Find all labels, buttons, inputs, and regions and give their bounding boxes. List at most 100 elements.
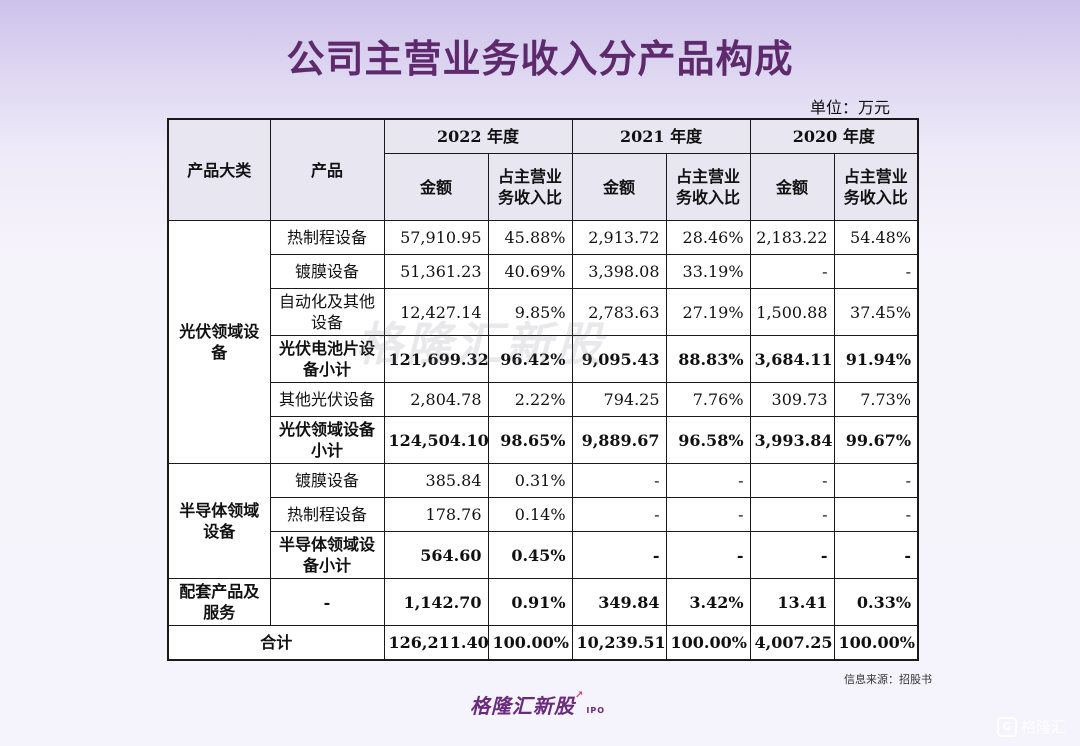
ratio-cell: - [833,531,919,579]
product-cell: 其他光伏设备 [269,382,385,417]
ratio-cell: 96.58% [665,416,751,464]
product-cell: 热制程设备 [269,220,385,255]
product-cell: 自动化及其他设备 [269,288,385,336]
ratio-cell: - [833,497,919,532]
total-ratio-cell: 100.00% [487,625,573,661]
brand-name: 格隆汇新股 [470,694,575,718]
table-row: 半导体领域设备小计 564.60 0.45% - - - - [168,531,919,579]
total-label: 合计 [167,625,385,661]
total-ratio-cell: 100.00% [665,625,751,661]
amount-cell: 3,993.84 [749,416,835,464]
header-product: 产品 [269,118,385,221]
product-cell: 光伏电池片设备小计 [269,335,385,383]
ratio-cell: - [833,463,919,498]
brand-logo: 格隆汇新股↗IPO [470,690,605,719]
ratio-cell: - [665,497,751,532]
amount-cell: 3,398.08 [571,254,667,289]
amount-cell: - [571,531,667,579]
total-row: 合计 126,211.40 100.00% 10,239.51 100.00% 4,007… [167,625,919,661]
corner-watermark: G 格隆汇 [996,716,1066,737]
ratio-cell: 0.33% [833,578,919,626]
header-amount: 金额 [571,153,667,221]
table-row: 光伏电池片设备小计 121,699.32 96.42% 9,095.43 88.83% 3… [168,335,919,383]
revenue-table-wrapper: 产品大类 产品 2022 年度 2021 年度 2020 年度 金额 占主营业务… [167,118,920,661]
amount-cell: 309.73 [749,382,835,417]
table-row: 热制程设备 178.76 0.14% - - - - [168,497,919,532]
ratio-cell: 45.88% [487,220,573,255]
amount-cell: - [749,497,835,532]
amount-cell: 2,183.22 [749,220,835,255]
ratio-cell: 54.48% [833,220,919,255]
product-cell: 半导体领域设备小计 [269,531,385,579]
header-year-2022: 2022 年度 [383,118,573,154]
category-cell: 光伏领域设备 [167,220,271,464]
header-amount: 金额 [749,153,835,221]
ratio-cell: 3.42% [665,578,751,626]
product-cell: 光伏领域设备小计 [269,416,385,464]
amount-cell: - [571,463,667,498]
ratio-cell: 2.22% [487,382,573,417]
amount-cell: 12,427.14 [383,288,489,336]
ratio-cell: 0.31% [487,463,573,498]
ratio-cell: 7.76% [665,382,751,417]
total-amount-cell: 126,211.40 [383,625,489,661]
ratio-cell: 37.45% [833,288,919,336]
product-cell: 镀膜设备 [269,254,385,289]
category-cell: 配套产品及服务 [167,578,271,626]
header-year-2020: 2020 年度 [749,118,919,154]
amount-cell: - [571,497,667,532]
revenue-table: 产品大类 产品 2022 年度 2021 年度 2020 年度 金额 占主营业务… [167,118,920,661]
amount-cell: 2,913.72 [571,220,667,255]
ratio-cell: 99.67% [833,416,919,464]
logo-icon: G [996,716,1017,737]
header-amount: 金额 [383,153,489,221]
table-row: 其他光伏设备 2,804.78 2.22% 794.25 7.76% 309.73 7.73… [168,382,919,417]
amount-cell: 349.84 [571,578,667,626]
ratio-cell: 88.83% [665,335,751,383]
ratio-cell: - [665,463,751,498]
ratio-cell: 9.85% [487,288,573,336]
amount-cell: 51,361.23 [383,254,489,289]
amount-cell: 13.41 [749,578,835,626]
amount-cell: 385.84 [383,463,489,498]
amount-cell: 9,095.43 [571,335,667,383]
source-note: 信息来源：招股书 [844,673,932,686]
brand-suffix: IPO [586,706,606,715]
amount-cell: 124,504.10 [383,416,489,464]
product-cell: 镀膜设备 [269,463,385,498]
table-row: 镀膜设备 51,361.23 40.69% 3,398.08 33.19% - - [168,254,919,289]
table-row: 自动化及其他设备 12,427.14 9.85% 2,783.63 27.19% 1,50… [168,288,919,336]
amount-cell: 57,910.95 [383,220,489,255]
ratio-cell: - [833,254,919,289]
corner-watermark-text: 格隆汇 [1020,718,1066,736]
amount-cell: 9,889.67 [571,416,667,464]
ratio-cell: 27.19% [665,288,751,336]
product-cell: 热制程设备 [269,497,385,532]
unit-label: 单位：万元 [809,98,890,117]
table-row: 光伏领域设备小计 124,504.10 98.65% 9,889.67 96.58% 3,… [168,416,919,464]
page-title: 公司主营业务收入分产品构成 [286,37,794,81]
amount-cell: 794.25 [571,382,667,417]
header-ratio: 占主营业务收入比 [833,153,919,221]
amount-cell: 1,142.70 [383,578,489,626]
product-cell: - [269,578,385,626]
amount-cell: 178.76 [383,497,489,532]
amount-cell: 1,500.88 [749,288,835,336]
ratio-cell: 0.14% [487,497,573,532]
amount-cell: - [749,254,835,289]
total-amount-cell: 4,007.25 [749,625,835,661]
ratio-cell: 96.42% [487,335,573,383]
ratio-cell: 0.45% [487,531,573,579]
ratio-cell: 40.69% [487,254,573,289]
ratio-cell: - [665,531,751,579]
table-row: 半导体领域设备 镀膜设备 385.84 0.31% - - - - [167,463,919,579]
amount-cell: 564.60 [383,531,489,579]
ratio-cell: 33.19% [665,254,751,289]
ratio-cell: 7.73% [833,382,919,417]
table-row: 光伏领域设备 热制程设备 57,910.95 45.88% 2,913.72 28.46%… [167,220,919,464]
amount-cell: 2,804.78 [383,382,489,417]
amount-cell: - [749,463,835,498]
header-category: 产品大类 [167,118,271,221]
header-ratio: 占主营业务收入比 [487,153,573,221]
amount-cell: 3,684.11 [749,335,835,383]
